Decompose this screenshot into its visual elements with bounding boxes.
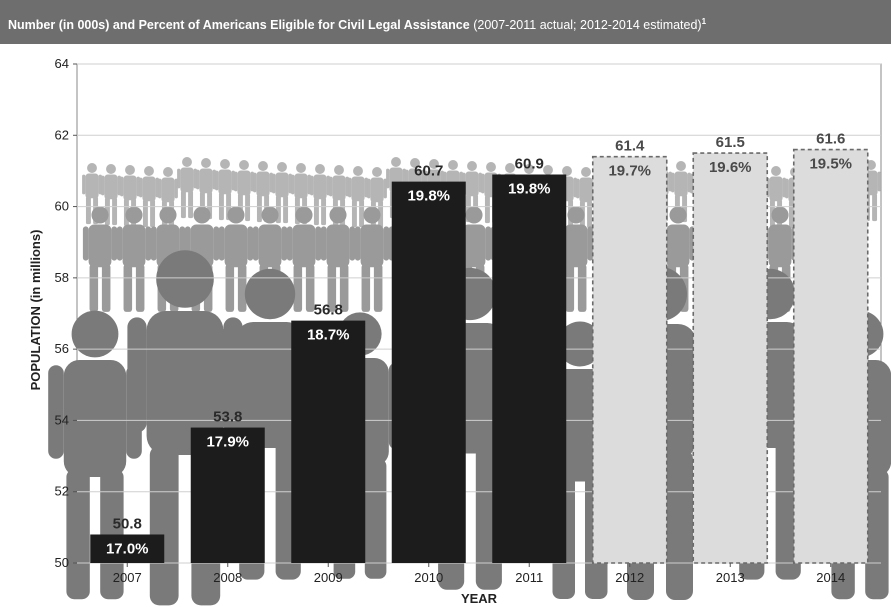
person-mid-icon: [354, 206, 390, 312]
value-label-2014: 61.6: [816, 131, 845, 148]
bar-group-2011: 60.9 19.8%: [492, 155, 567, 563]
y-tick-label: 52: [55, 484, 69, 499]
y-tick-label: 64: [55, 56, 69, 71]
x-tick-label-2010: 2010: [414, 570, 443, 585]
y-tick-label: 60: [55, 199, 69, 214]
bar-2009: [291, 320, 366, 563]
bar-2007: [90, 534, 165, 563]
value-label-2012: 61.4: [615, 138, 645, 155]
percent-label-2010: 19.8%: [407, 188, 450, 205]
y-tick-label: 50: [55, 555, 69, 570]
percent-label-2013: 19.6%: [709, 159, 752, 176]
person-near-icon: [48, 310, 142, 600]
x-tick-label-2009: 2009: [314, 570, 343, 585]
person-far-icon: [310, 164, 330, 226]
percent-label-2011: 19.8%: [508, 180, 551, 197]
x-tick-label-2012: 2012: [615, 570, 644, 585]
percent-label-2008: 17.9%: [206, 434, 249, 451]
bar-group-2008: 53.8 17.9%: [190, 409, 265, 563]
y-tick-label: 58: [55, 270, 69, 285]
value-label-2011: 60.9: [515, 155, 544, 172]
chart-title: Number (in 000s) and Percent of American…: [8, 18, 470, 33]
y-tick-label: 62: [55, 127, 69, 142]
percent-label-2014: 19.5%: [809, 156, 852, 173]
person-mid-icon: [286, 206, 322, 312]
value-label-2007: 50.8: [113, 515, 142, 532]
person-far-icon: [139, 166, 159, 228]
bar-2011: [492, 174, 567, 563]
y-axis-title: POPULATION (in millions): [28, 230, 43, 391]
percent-label-2012: 19.7%: [608, 163, 651, 180]
person-mid-icon: [320, 206, 356, 312]
bar-2010: [391, 181, 466, 563]
x-tick-label-2013: 2013: [716, 570, 745, 585]
chart-subtitle: (2007-2011 actual; 2012-2014 estimated): [473, 18, 702, 33]
person-far-icon: [177, 157, 197, 219]
x-tick-label-2007: 2007: [113, 570, 142, 585]
percent-label-2009: 18.7%: [307, 327, 350, 344]
bar-group-2007: 50.8 17.0%: [90, 515, 165, 563]
bar-2012: [591, 155, 668, 564]
bar-2008: [190, 427, 265, 563]
percent-label-2007: 17.0%: [106, 540, 149, 557]
bars: 50.817.0%53.817.9%56.818.7%60.719.8%60.9…: [90, 131, 869, 564]
footnote-mark: 1: [701, 17, 707, 26]
bar-group-2012: 61.4 19.7%: [591, 138, 668, 564]
x-tick-label-2011: 2011: [515, 570, 543, 585]
person-mid-icon: [218, 206, 254, 312]
value-label-2008: 53.8: [213, 409, 242, 426]
x-axis-title: YEAR: [461, 591, 498, 606]
person-far-icon: [234, 160, 254, 222]
y-tick-label: 56: [55, 341, 69, 356]
bar-chart: 50.817.0%53.817.9%56.818.7%60.719.8%60.9…: [28, 56, 891, 606]
person-far-icon: [253, 161, 273, 223]
y-axis-ticks: 50 52 54 56 58 60 62 64: [55, 56, 77, 570]
person-far-icon: [196, 158, 216, 220]
x-tick-label-2014: 2014: [816, 570, 845, 585]
chart-header: Number (in 000s) and Percent of American…: [0, 0, 891, 44]
bar-group-2014: 61.6 19.5%: [792, 131, 869, 564]
value-label-2009: 56.8: [314, 302, 343, 319]
value-label-2010: 60.7: [414, 163, 443, 180]
person-far-icon: [272, 162, 292, 224]
person-mid-icon: [116, 206, 152, 312]
bar-group-2009: 56.8 18.7%: [291, 302, 366, 563]
bar-group-2010: 60.7 19.8%: [391, 163, 466, 563]
person-mid-icon: [82, 206, 118, 312]
bar-2013: [692, 152, 769, 564]
value-label-2013: 61.5: [716, 134, 745, 151]
person-far-icon: [120, 165, 140, 227]
bar-group-2013: 61.5 19.6%: [692, 134, 769, 564]
x-tick-label-2008: 2008: [213, 570, 242, 585]
y-tick-label: 54: [55, 412, 69, 427]
bar-2014: [792, 148, 869, 564]
x-axis-ticks: 2007 2008 2009 2010 2011 2012 2013 2014: [113, 563, 845, 585]
